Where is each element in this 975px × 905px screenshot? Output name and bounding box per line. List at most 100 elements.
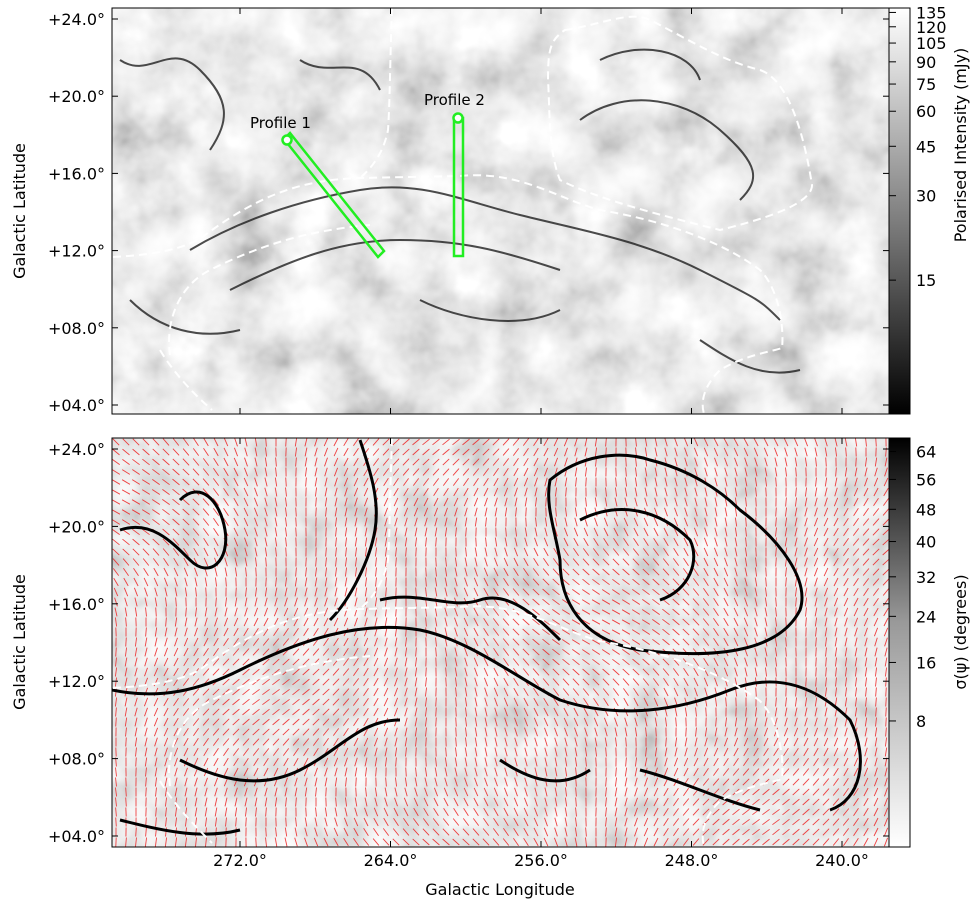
- polarisation-vector: [223, 438, 229, 447]
- polarisation-vector: [611, 599, 621, 605]
- polarisation-vector: [292, 718, 300, 726]
- polarisation-vector: [254, 487, 258, 497]
- polarisation-vector: [864, 757, 868, 767]
- polarisation-vector: [122, 538, 130, 546]
- polarisation-vector: [324, 477, 328, 487]
- polarisation-vector: [184, 617, 188, 627]
- polarisation-vector: [253, 497, 259, 507]
- polarisation-vector: [785, 617, 787, 627]
- polarisation-vector: [734, 537, 738, 547]
- polarisation-vector: [262, 678, 270, 686]
- polarisation-vector: [333, 447, 339, 457]
- polarisation-vector: [533, 697, 539, 707]
- polarisation-vector: [192, 448, 200, 456]
- polarisation-vector: [642, 658, 650, 666]
- polarisation-vector: [423, 797, 429, 807]
- polarisation-vector: [864, 727, 868, 737]
- polarisation-vector: [674, 447, 678, 457]
- polarisation-vector: [302, 658, 310, 666]
- polarisation-vector: [212, 708, 220, 716]
- polarisation-vector: [463, 607, 469, 617]
- polarisation-vector: [315, 807, 317, 817]
- polarisation-vector: [544, 517, 548, 527]
- polarisation-vector: [435, 647, 437, 657]
- polarisation-vector: [883, 827, 889, 837]
- polarisation-vector: [742, 828, 750, 836]
- polarisation-vector: [703, 577, 709, 587]
- polarisation-vector: [772, 828, 780, 836]
- polarisation-vector: [872, 588, 880, 596]
- polarisation-vector: [343, 617, 349, 627]
- polarisation-vector: [534, 487, 538, 497]
- polarisation-vector: [444, 617, 448, 627]
- polarisation-vector: [633, 527, 639, 537]
- polarisation-vector: [462, 828, 470, 836]
- polarisation-vector: [835, 667, 837, 677]
- polarisation-vector: [442, 448, 450, 456]
- polarisation-vector: [404, 527, 408, 537]
- polarisation-vector: [682, 568, 690, 576]
- polarisation-vector: [152, 448, 160, 456]
- polarisation-vector: [214, 797, 218, 807]
- polarisation-vector: [794, 447, 798, 457]
- polarisation-vector: [223, 627, 229, 637]
- polarisation-vector: [524, 487, 528, 497]
- polarisation-vector: [403, 797, 409, 807]
- polarisation-vector: [364, 547, 368, 557]
- polarisation-vector: [875, 707, 877, 717]
- polarisation-vector: [122, 448, 130, 456]
- polarisation-vector: [454, 667, 458, 677]
- polarisation-vector: [152, 518, 160, 526]
- polarisation-vector: [825, 457, 827, 467]
- polarisation-vector: [164, 637, 168, 647]
- polarisation-vector: [474, 737, 478, 747]
- polarisation-vector: [733, 737, 739, 747]
- polarisation-vector: [605, 807, 607, 817]
- polarisation-vector: [825, 657, 827, 667]
- polarisation-vector: [145, 787, 147, 797]
- polarisation-vector: [754, 627, 758, 637]
- polarisation-vector: [624, 837, 628, 847]
- polarisation-vector: [473, 487, 479, 497]
- polarisation-vector: [604, 727, 608, 737]
- polarisation-vector: [325, 547, 327, 557]
- polarisation-vector: [314, 567, 318, 577]
- polarisation-vector: [534, 787, 538, 797]
- polarisation-vector: [542, 578, 550, 586]
- polarisation-vector: [704, 487, 708, 497]
- polarisation-vector: [503, 477, 509, 487]
- polarisation-vector: [465, 527, 467, 537]
- polarisation-vector: [532, 658, 540, 666]
- polarisation-vector: [254, 517, 258, 527]
- polarisation-vector: [553, 717, 559, 727]
- polarisation-vector: [573, 548, 579, 556]
- polarisation-vector: [724, 467, 728, 477]
- polarisation-vector: [443, 807, 449, 817]
- polarisation-vector: [772, 798, 780, 806]
- polarisation-vector: [723, 667, 729, 677]
- polarisation-vector: [605, 827, 607, 837]
- polarisation-vector: [274, 787, 278, 797]
- polarisation-vector: [212, 488, 220, 496]
- polarisation-vector: [384, 517, 388, 527]
- polarisation-vector: [152, 468, 160, 476]
- polarisation-vector: [682, 618, 690, 626]
- polarisation-vector: [672, 638, 680, 646]
- polarisation-vector: [744, 577, 748, 587]
- polarisation-vector: [184, 787, 188, 797]
- polarisation-vector: [364, 507, 368, 517]
- polarisation-vector: [524, 537, 528, 547]
- polarisation-vector: [784, 507, 788, 517]
- polarisation-vector: [792, 768, 800, 776]
- polarisation-vector: [885, 707, 887, 717]
- polarisation-vector: [264, 457, 268, 467]
- polarisation-vector: [514, 777, 518, 787]
- polarisation-vector: [404, 707, 408, 717]
- polarisation-vector: [163, 647, 169, 657]
- polarisation-vector: [854, 438, 858, 447]
- polarisation-vector: [713, 618, 719, 626]
- polarisation-vector: [353, 737, 359, 747]
- polarisation-vector: [283, 757, 289, 767]
- polarisation-vector: [264, 497, 268, 507]
- polarisation-vector: [684, 497, 688, 507]
